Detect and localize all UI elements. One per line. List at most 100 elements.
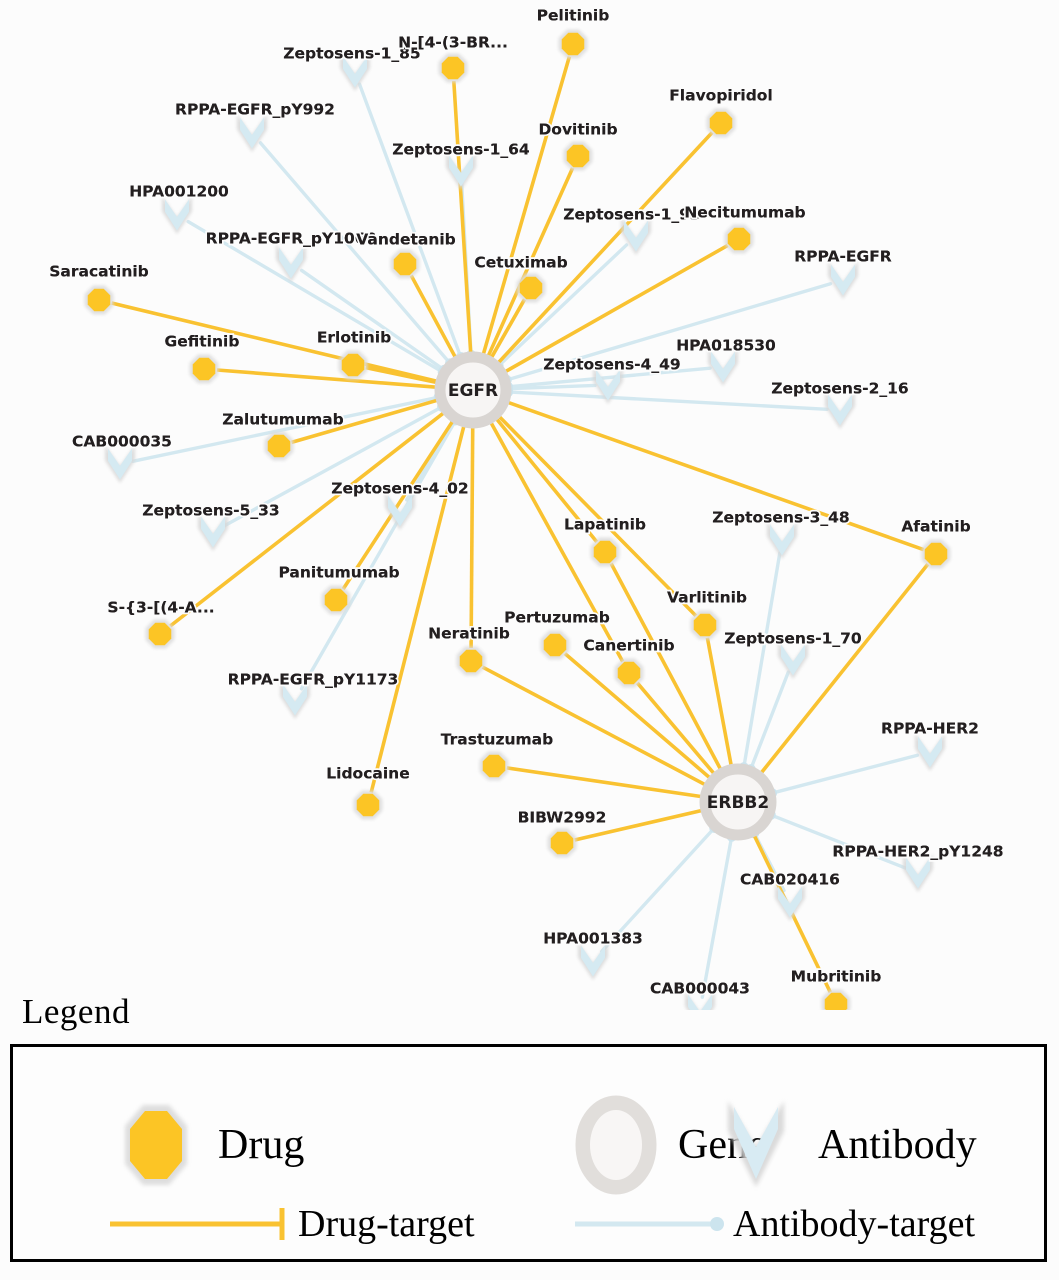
- drug-node[interactable]: [590, 537, 620, 567]
- antibody-node[interactable]: [621, 217, 651, 255]
- drug-node[interactable]: [189, 354, 219, 384]
- drug-node-label: Zalutumumab: [222, 411, 343, 429]
- antibody-node[interactable]: [915, 733, 945, 771]
- drug-target-edge: [365, 365, 440, 385]
- drug-node[interactable]: [338, 350, 368, 380]
- drug-node[interactable]: [145, 619, 175, 649]
- antibody-target-edge: [768, 813, 908, 870]
- drug-target-edge: [493, 415, 599, 544]
- antibody-target-edge: [496, 243, 629, 368]
- drug-node[interactable]: [456, 646, 486, 676]
- antibody-target-edge: [131, 395, 441, 464]
- drug-node[interactable]: [84, 285, 114, 315]
- antibody-node[interactable]: [162, 196, 192, 234]
- drug-target-edge: [488, 298, 527, 361]
- drug-node[interactable]: [547, 828, 577, 858]
- drug-node[interactable]: [558, 29, 588, 59]
- antibody-node[interactable]: [340, 53, 370, 91]
- drug-node-shape: [709, 111, 733, 135]
- drug-target-edge: [506, 766, 704, 799]
- drug-node-label: BIBW2992: [518, 809, 607, 827]
- antibody-target-edge: [700, 834, 734, 999]
- drug-node-shape: [550, 831, 574, 855]
- antibody-node[interactable]: [385, 492, 415, 530]
- network-canvas[interactable]: EGFRERBB2Zeptosens-1_85Zeptosens-1_85RPP…: [0, 0, 1059, 1010]
- edges-layer: [111, 55, 930, 999]
- drug-node[interactable]: [540, 630, 570, 660]
- antibody-node[interactable]: [276, 244, 306, 282]
- drug-node-label-fg: Cetuximab: [474, 254, 567, 272]
- drug-node[interactable]: [563, 141, 593, 171]
- legend-box: Drug Gene Antibody: [10, 1044, 1047, 1262]
- antibody-node[interactable]: [825, 391, 855, 429]
- drug-node[interactable]: [690, 610, 720, 640]
- antibody-node-shape: [778, 886, 802, 918]
- antibody-node[interactable]: [578, 942, 608, 980]
- antibody-node[interactable]: [708, 348, 738, 386]
- drug-node-label: Necitumumab: [684, 204, 805, 222]
- antibody-node-label: Zeptosens-3_48: [712, 509, 849, 527]
- drug-target-edge: [111, 301, 440, 384]
- drug-node-shape: [543, 633, 567, 657]
- drug-target-edge: [409, 274, 458, 361]
- antibody-node[interactable]: [903, 854, 933, 892]
- antibody-node[interactable]: [237, 114, 267, 152]
- drug-node[interactable]: [264, 431, 294, 461]
- drug-node[interactable]: [821, 989, 851, 1010]
- antibody-icon: [728, 1101, 784, 1187]
- antibody-node[interactable]: [828, 261, 858, 299]
- antibody-node-shape: [711, 351, 735, 383]
- drug-node-label: Pelitinib: [537, 7, 610, 25]
- drug-node[interactable]: [321, 585, 351, 615]
- antibody-node[interactable]: [775, 883, 805, 921]
- antibody-node[interactable]: [198, 513, 228, 551]
- antibody-node[interactable]: [685, 991, 715, 1010]
- antibody-node-label-fg: HPA018530: [676, 337, 776, 355]
- drug-node-label: Gefitinib: [165, 333, 240, 351]
- antibody-node-label: Zeptosens-1_85: [283, 45, 420, 63]
- drug-node-label: Canertinib: [583, 637, 674, 655]
- drug-node-label: Cetuximab: [474, 254, 567, 272]
- drug-node-label-fg: Canertinib: [583, 637, 674, 655]
- drug-node-label-fg: Erlotinib: [317, 329, 391, 347]
- antibody-node-shape: [388, 495, 412, 527]
- drug-node-label-fg: Lapatinib: [564, 516, 646, 534]
- antibody-node[interactable]: [280, 681, 310, 719]
- legend-shape-row: Drug Gene Antibody: [13, 1095, 1044, 1195]
- drug-node-shape: [693, 613, 717, 637]
- drug-node-label: Panitumumab: [278, 564, 399, 582]
- antibody-node[interactable]: [446, 152, 476, 190]
- drug-node-label-fg: Mubritinib: [791, 968, 882, 986]
- antibody-node[interactable]: [593, 366, 623, 404]
- drug-node-label-fg: Saracatinib: [49, 263, 149, 281]
- gene-node-core: [446, 363, 500, 417]
- antibody-node[interactable]: [105, 445, 135, 483]
- antibody-node-label: RPPA-EGFR_pY1068: [206, 230, 377, 248]
- drug-node[interactable]: [706, 108, 736, 138]
- drug-node[interactable]: [614, 658, 644, 688]
- drug-node-shape: [566, 144, 590, 168]
- drug-target-edge: [469, 424, 475, 649]
- drug-node[interactable]: [724, 224, 754, 254]
- gene-node-erbb2[interactable]: [699, 763, 777, 841]
- drug-node[interactable]: [479, 751, 509, 781]
- gene-icon: [575, 1095, 657, 1195]
- antibody-node-label-fg: Zeptosens-1_93: [563, 206, 700, 224]
- antibody-target-edge: [299, 418, 458, 691]
- drug-node-label: Neratinib: [428, 625, 510, 643]
- antibody-node[interactable]: [767, 521, 797, 559]
- drug-node[interactable]: [921, 539, 951, 569]
- drug-node[interactable]: [353, 790, 383, 820]
- antibody-node-label: Zeptosens-1_70: [724, 630, 862, 648]
- drug-node[interactable]: [516, 273, 546, 303]
- antibody-node-label-fg: RPPA-HER2: [881, 720, 979, 738]
- drug-node-label-fg: Zalutumumab: [222, 411, 343, 429]
- gene-node-egfr[interactable]: [434, 351, 512, 429]
- drug-node[interactable]: [390, 249, 420, 279]
- drug-node[interactable]: [438, 53, 468, 83]
- antibody-target-edge: [504, 282, 833, 382]
- antibody-node[interactable]: [778, 641, 808, 679]
- antibody-node-shape: [165, 199, 189, 231]
- antibody-node-label-fg: Zeptosens-4_49: [543, 356, 680, 374]
